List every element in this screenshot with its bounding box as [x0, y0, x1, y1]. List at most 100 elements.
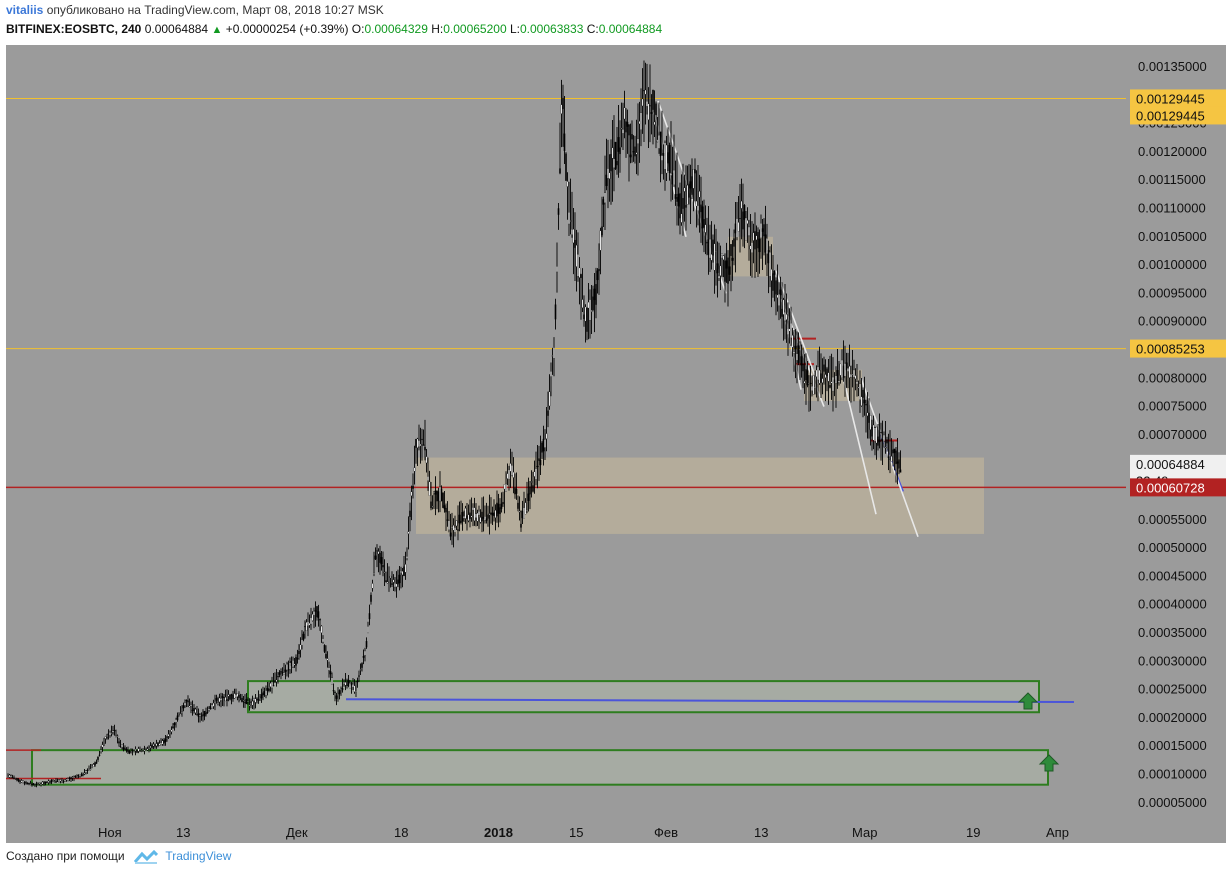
low-label: L: — [509, 22, 520, 36]
candle-body — [644, 89, 647, 95]
candle-body — [344, 682, 347, 686]
candle-body — [485, 518, 488, 521]
candle-body — [248, 704, 251, 706]
candle-body — [542, 438, 545, 452]
candle-body — [226, 699, 228, 701]
candle-body — [638, 121, 641, 125]
candle-body — [826, 368, 828, 377]
candle-body — [428, 481, 431, 496]
candle-body — [409, 510, 411, 518]
candle-body — [400, 570, 402, 574]
candle-body — [511, 465, 513, 476]
candle-body — [865, 403, 867, 406]
candle-body — [740, 200, 743, 209]
candle-body — [302, 633, 305, 640]
candle-body — [137, 748, 140, 752]
candle-body — [17, 779, 20, 781]
candle-body — [467, 514, 470, 521]
candle-body — [500, 503, 503, 509]
candle-body — [710, 254, 713, 261]
candle-body — [695, 200, 698, 207]
candle-body — [854, 375, 857, 379]
tradingview-logo-icon[interactable] — [133, 849, 159, 867]
candle-body — [623, 107, 626, 120]
candle-body — [797, 345, 800, 364]
price-chart[interactable]: 0.001350000.001300000.001250000.00120000… — [6, 45, 1226, 843]
candle-body — [895, 450, 897, 465]
candle-body — [868, 412, 870, 423]
chart-area[interactable]: 0.001350000.001300000.001250000.00120000… — [6, 45, 1226, 843]
candle-body — [800, 356, 803, 366]
candle-body — [136, 750, 138, 753]
candle-body — [758, 238, 761, 253]
candle-body — [77, 775, 80, 777]
candle-body — [437, 491, 440, 502]
author-link[interactable]: vitaliis — [6, 3, 44, 17]
candle-body — [743, 205, 746, 220]
candle-body — [268, 688, 270, 691]
candle-body — [397, 579, 399, 585]
candle-body — [781, 308, 783, 317]
candle-body — [491, 512, 494, 516]
high-value: 0.00065200 — [443, 22, 507, 36]
candle-body — [529, 486, 531, 495]
candle-body — [587, 301, 590, 309]
candle-body — [712, 239, 714, 256]
candle-body — [431, 506, 434, 508]
candle-body — [83, 772, 86, 775]
candle-body — [155, 743, 158, 747]
candle-body — [641, 98, 644, 107]
candle-body — [737, 222, 740, 232]
candle-body — [518, 511, 521, 513]
candle-body — [637, 138, 639, 144]
candle-body — [734, 223, 737, 234]
candle-body — [55, 781, 57, 783]
candle-body — [436, 490, 438, 502]
created-with-text: Создано при помощи — [6, 849, 125, 863]
candle-body — [371, 583, 374, 589]
candle-body — [851, 373, 854, 376]
candle-body — [278, 672, 281, 675]
candle-body — [242, 699, 245, 702]
candle-body — [749, 245, 752, 250]
price-axis — [1126, 45, 1226, 843]
candle-body — [571, 229, 573, 235]
candle-body — [505, 483, 507, 493]
y-tick-label: 0.00025000 — [1138, 682, 1207, 697]
candle-body — [284, 669, 287, 672]
candle-body — [29, 783, 32, 785]
candle-body — [61, 780, 63, 782]
candle-body — [580, 274, 582, 279]
price-label-0: 0.00129445 — [1136, 91, 1205, 106]
candle-body — [680, 213, 683, 223]
candle-body — [89, 768, 92, 770]
y-tick-label: 0.00045000 — [1138, 568, 1207, 583]
candle-body — [793, 351, 795, 354]
candle-body — [821, 378, 824, 383]
candle-body — [497, 503, 500, 514]
candle-body — [526, 509, 528, 511]
candle-body — [97, 756, 99, 760]
candle-body — [128, 751, 131, 754]
candle-body — [398, 574, 401, 584]
candle-body — [304, 626, 306, 628]
candle-body — [91, 766, 93, 768]
candle-body — [643, 90, 645, 92]
candle-body — [532, 485, 534, 492]
candle-body — [590, 310, 593, 312]
candle-body — [232, 694, 234, 699]
candle-body — [524, 502, 527, 515]
candle-body — [682, 198, 684, 209]
y-tick-label: 0.00120000 — [1138, 144, 1207, 159]
candle-body — [602, 199, 605, 205]
candle-body — [487, 514, 489, 519]
candle-body — [539, 459, 542, 466]
candle-body — [466, 515, 468, 519]
candle-body — [272, 685, 275, 687]
candle-body — [631, 134, 633, 140]
candle-body — [685, 204, 687, 208]
candle-body — [464, 508, 467, 519]
candle-body — [746, 220, 749, 224]
tradingview-link[interactable]: TradingView — [165, 849, 232, 863]
candle-body — [169, 732, 171, 734]
